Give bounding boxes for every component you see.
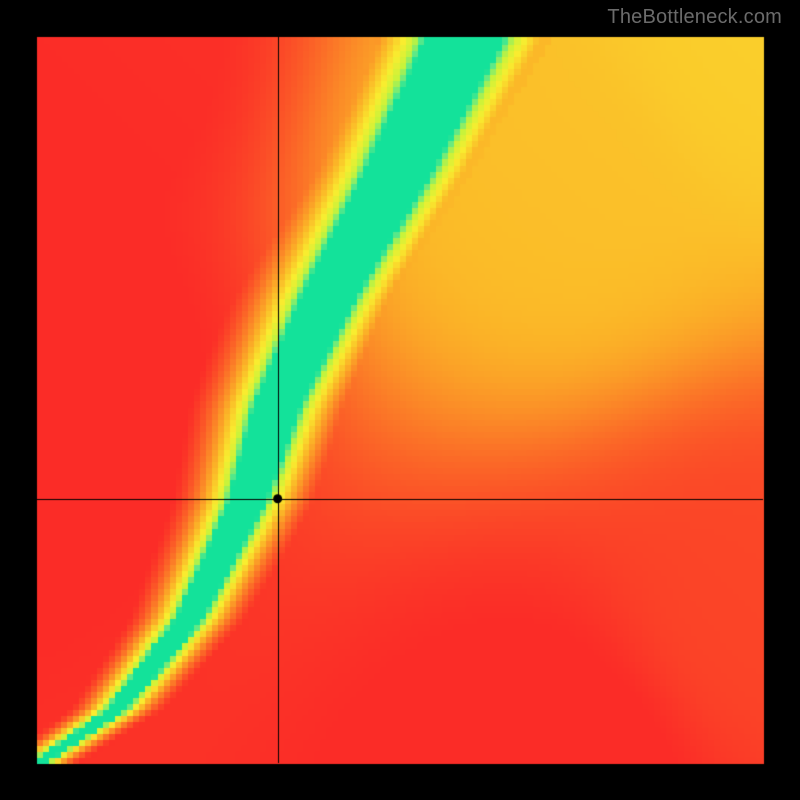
chart-container: TheBottleneck.com [0, 0, 800, 800]
watermark-text: TheBottleneck.com [607, 6, 782, 29]
bottleneck-heatmap [0, 0, 800, 800]
